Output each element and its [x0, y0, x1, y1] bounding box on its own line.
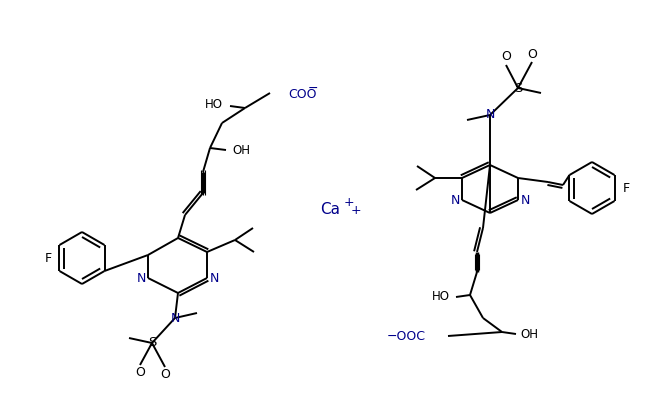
- Text: F: F: [45, 251, 51, 264]
- Text: +: +: [344, 195, 354, 208]
- Text: −: −: [308, 82, 318, 95]
- Text: S: S: [148, 337, 156, 350]
- Text: N: N: [209, 271, 218, 284]
- Text: O: O: [527, 47, 537, 60]
- Text: OH: OH: [232, 144, 250, 157]
- Text: F: F: [623, 182, 629, 195]
- Text: −OOC: −OOC: [387, 330, 426, 344]
- Text: N: N: [450, 193, 460, 206]
- Text: OH: OH: [520, 328, 538, 341]
- Text: Ca: Ca: [320, 202, 340, 217]
- Text: S: S: [514, 82, 522, 95]
- Text: N: N: [486, 109, 495, 122]
- Text: O: O: [135, 366, 145, 379]
- Text: COO: COO: [288, 87, 317, 100]
- Text: +: +: [351, 204, 361, 217]
- Text: N: N: [136, 271, 146, 284]
- Text: HO: HO: [205, 98, 223, 111]
- Text: N: N: [520, 193, 530, 206]
- Text: HO: HO: [432, 290, 450, 304]
- Text: O: O: [160, 368, 170, 381]
- Text: O: O: [501, 51, 511, 64]
- Text: N: N: [170, 311, 180, 324]
